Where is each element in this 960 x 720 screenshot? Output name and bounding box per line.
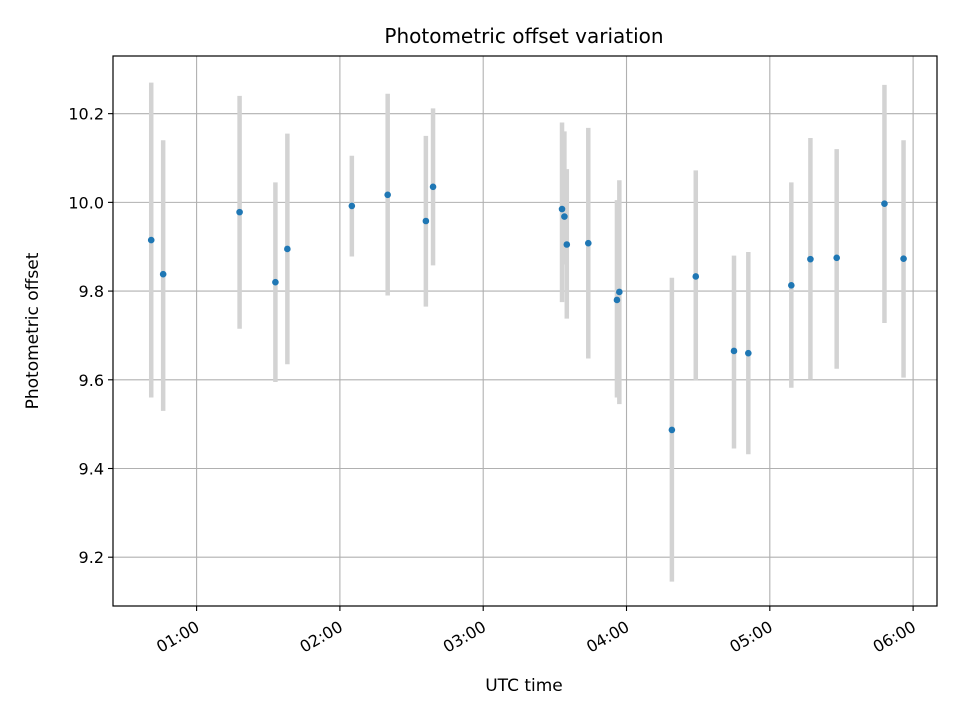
- y-tick-label: 9.6: [79, 371, 104, 390]
- data-point: [384, 191, 391, 199]
- chart-title: Photometric offset variation: [384, 24, 663, 48]
- x-axis-ticks: 01:00 02:00 03:00 04:00 05:00 06:00: [153, 606, 919, 657]
- data-point: [730, 347, 738, 355]
- y-tick-label: 9.4: [79, 460, 104, 479]
- data-point: [348, 202, 356, 210]
- grid-lines: [113, 56, 937, 606]
- y-tick-label: 9.8: [79, 282, 104, 301]
- data-point: [668, 426, 676, 434]
- plot-frame: [112, 55, 938, 607]
- data-point: [900, 255, 907, 263]
- data-point: [807, 255, 814, 263]
- data-point: [881, 200, 888, 208]
- x-axis-label: UTC time: [485, 676, 563, 696]
- data-point: [147, 236, 155, 244]
- data-point: [833, 254, 840, 262]
- data-point: [429, 183, 437, 191]
- y-axis-ticks: 9.2 9.4 9.6 9.8 10.0 10.2: [68, 105, 113, 567]
- data-point: [272, 278, 279, 286]
- x-tick-label: 04:00: [583, 617, 632, 657]
- data-points: [147, 183, 907, 434]
- data-point: [616, 288, 623, 296]
- data-point: [584, 239, 592, 247]
- data-point: [613, 296, 621, 304]
- data-point: [284, 245, 291, 253]
- data-point: [558, 205, 566, 213]
- data-point: [745, 349, 752, 357]
- x-tick-label: 01:00: [153, 617, 202, 657]
- data-point: [561, 213, 568, 220]
- x-tick-label: 05:00: [726, 617, 775, 657]
- y-tick-label: 10.0: [68, 193, 104, 212]
- x-tick-label: 03:00: [440, 617, 489, 657]
- data-point: [788, 282, 795, 289]
- data-point: [236, 208, 243, 216]
- data-point: [692, 273, 700, 280]
- y-tick-label: 10.2: [68, 105, 104, 124]
- data-point: [159, 270, 167, 278]
- x-tick-label: 02:00: [296, 617, 345, 657]
- x-tick-label: 06:00: [870, 617, 919, 657]
- data-point: [422, 217, 430, 225]
- y-tick-label: 9.2: [79, 548, 104, 567]
- data-point: [563, 241, 571, 248]
- y-axis-label: Photometric offset: [23, 252, 43, 409]
- error-bars: [148, 82, 906, 582]
